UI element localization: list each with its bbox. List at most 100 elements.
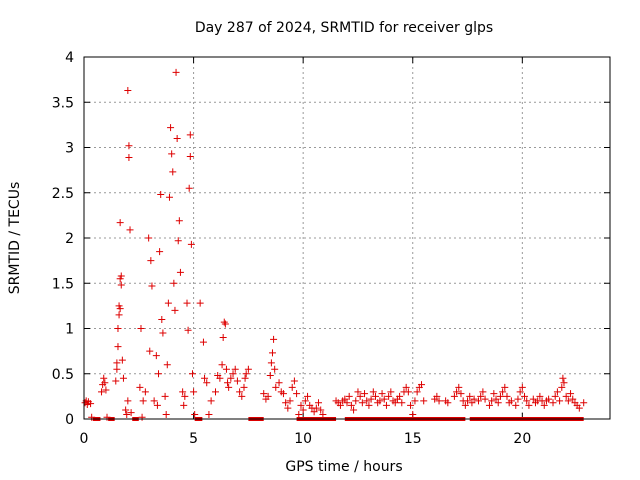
- data-point: [138, 413, 146, 421]
- data-point: [224, 379, 232, 387]
- data-point: [310, 408, 318, 416]
- data-point: [103, 413, 111, 421]
- data-point: [270, 335, 278, 343]
- data-point: [159, 329, 167, 337]
- chart-title: Day 287 of 2024, SRMTID for receiver glp…: [195, 20, 493, 36]
- data-point: [466, 392, 474, 400]
- data-point: [350, 406, 358, 414]
- data-point: [301, 397, 309, 405]
- data-point: [240, 383, 248, 391]
- data-point: [479, 388, 487, 396]
- data-point: [112, 377, 120, 385]
- data-point: [380, 395, 388, 403]
- data-point: [157, 191, 165, 199]
- data-point: [244, 365, 252, 373]
- data-point: [580, 399, 588, 407]
- data-point: [150, 397, 158, 405]
- data-point: [98, 388, 106, 396]
- data-point: [407, 401, 415, 409]
- data-point: [558, 383, 566, 391]
- data-point: [124, 86, 132, 94]
- data-point: [549, 399, 557, 407]
- data-point: [295, 410, 303, 418]
- data-point: [279, 390, 287, 398]
- data-point: [227, 374, 235, 382]
- data-point: [221, 320, 229, 328]
- data-point: [536, 392, 544, 400]
- data-point: [238, 392, 246, 400]
- data-point: [284, 404, 292, 412]
- data-point: [420, 397, 428, 405]
- data-point: [126, 226, 134, 234]
- data-point: [545, 395, 553, 403]
- data-point: [361, 390, 369, 398]
- data-point: [481, 395, 489, 403]
- data-point: [225, 383, 233, 391]
- data-point: [336, 401, 344, 409]
- data-point: [293, 390, 301, 398]
- y-tick-label: 4: [65, 50, 74, 66]
- data-point: [282, 399, 290, 407]
- data-point: [345, 392, 353, 400]
- data-point: [503, 392, 511, 400]
- data-point: [490, 390, 498, 398]
- data-point: [216, 374, 224, 382]
- data-point: [272, 383, 280, 391]
- data-point: [219, 334, 227, 342]
- data-point: [187, 240, 195, 248]
- data-point: [119, 374, 127, 382]
- data-point: [171, 306, 179, 314]
- data-point: [165, 193, 173, 201]
- data-point: [124, 397, 132, 405]
- data-point: [413, 388, 421, 396]
- data-point: [354, 388, 362, 396]
- data-point: [222, 365, 230, 373]
- data-point: [87, 400, 95, 408]
- data-point: [161, 392, 169, 400]
- y-tick-label: 3: [65, 141, 74, 157]
- data-point: [461, 401, 469, 409]
- data-point: [275, 379, 283, 387]
- data-point: [207, 397, 215, 405]
- data-point: [191, 410, 199, 418]
- data-point: [172, 68, 180, 76]
- data-point: [173, 134, 181, 142]
- data-point: [455, 383, 463, 391]
- data-point: [147, 257, 155, 265]
- data-point: [212, 388, 219, 396]
- data-point: [266, 372, 274, 380]
- data-point: [125, 142, 133, 150]
- data-point: [444, 399, 452, 407]
- x-tick-label: 0: [80, 431, 89, 447]
- axis-ticks: 0 5 10 15 20 0 0.5 1 1.5 2 2.5 3 3.5 4: [52, 50, 610, 447]
- data-point: [117, 281, 125, 289]
- data-point: [136, 383, 144, 391]
- data-point: [116, 219, 124, 227]
- data-point: [113, 365, 121, 373]
- data-point: [199, 338, 207, 346]
- data-point: [385, 392, 393, 400]
- data-point: [113, 359, 121, 367]
- data-point: [559, 374, 567, 382]
- data-point: [435, 397, 443, 405]
- data-point: [184, 326, 192, 334]
- data-point: [396, 392, 404, 400]
- data-point: [155, 370, 163, 378]
- data-point: [114, 325, 122, 332]
- data-point: [516, 388, 524, 396]
- data-point: [518, 383, 526, 391]
- data-point: [185, 184, 193, 192]
- x-tick-label: 15: [404, 431, 422, 447]
- y-axis-label: SRMTID / TECUs: [7, 182, 23, 295]
- data-point: [148, 282, 156, 290]
- data-point: [169, 168, 177, 176]
- data-point: [477, 392, 485, 400]
- y-tick-label: 1.5: [52, 276, 74, 292]
- x-tick-label: 10: [294, 431, 312, 447]
- data-point: [371, 392, 379, 400]
- data-point: [317, 406, 325, 414]
- data-point: [501, 383, 509, 391]
- data-point: [553, 388, 561, 396]
- data-point: [196, 299, 204, 307]
- data-point: [286, 397, 294, 405]
